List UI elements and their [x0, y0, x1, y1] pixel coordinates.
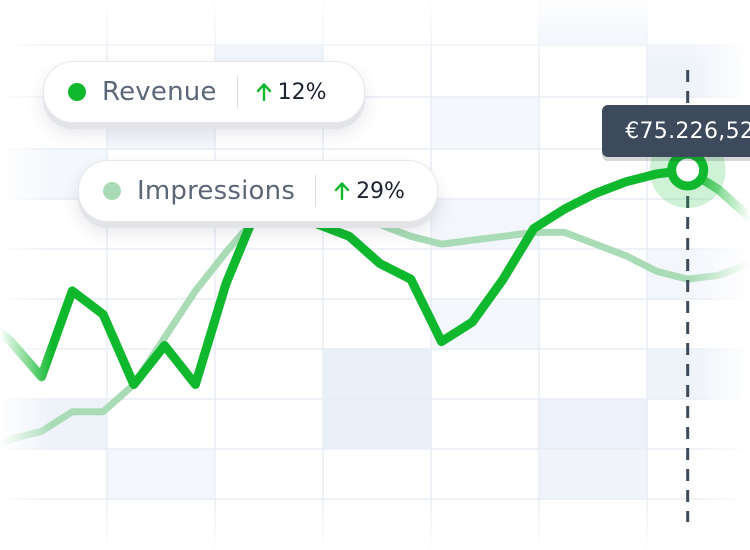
legend-label-revenue: Revenue — [102, 77, 217, 107]
legend-label-impressions: Impressions — [137, 176, 296, 206]
highlight-point[interactable] — [667, 149, 709, 191]
legend-change-impressions: 29% — [356, 178, 405, 204]
divider — [315, 175, 317, 207]
arrow-up-icon — [334, 182, 350, 201]
legend-pill-impressions[interactable]: Impressions 29% — [78, 160, 438, 222]
value-tooltip: €75.226,52 — [602, 105, 750, 157]
legend-pill-revenue[interactable]: Revenue 12% — [43, 61, 365, 123]
impressions-color-dot — [103, 182, 121, 200]
revenue-color-dot — [68, 83, 86, 101]
arrow-up-icon — [256, 83, 271, 102]
divider — [236, 76, 238, 108]
legend-change-revenue: 12% — [277, 79, 327, 105]
